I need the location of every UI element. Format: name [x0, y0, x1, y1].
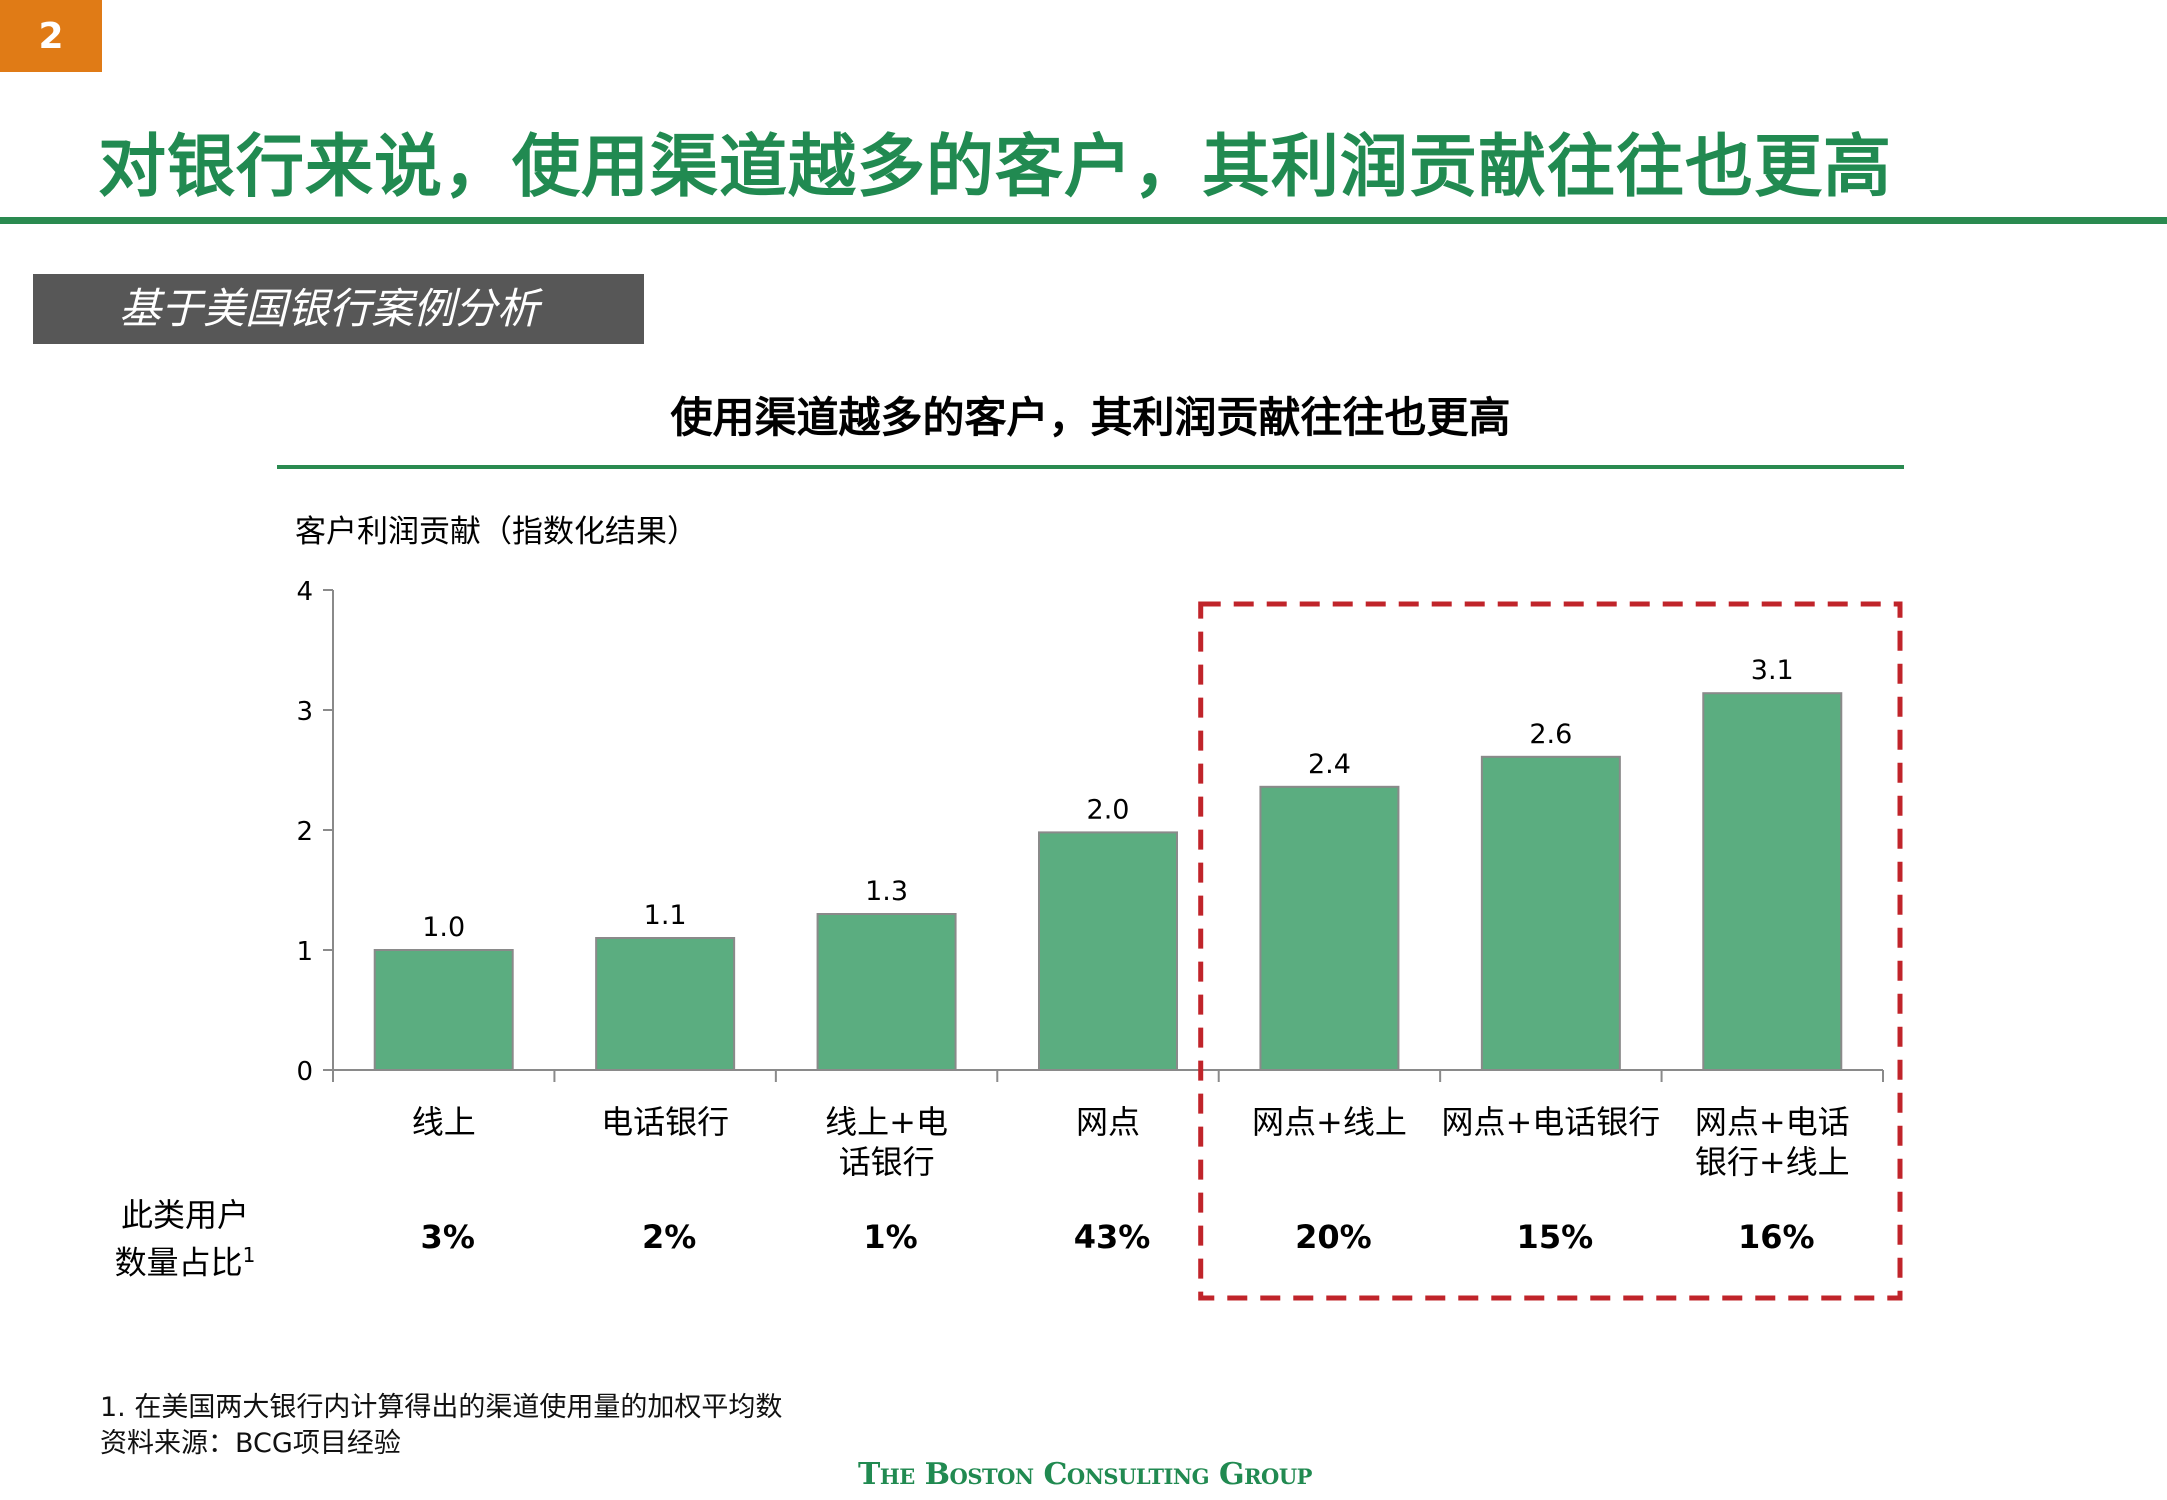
data-label: 2.0: [1087, 794, 1130, 825]
x-category-label: 网点+线上: [1252, 1103, 1407, 1141]
data-label: 1.1: [644, 900, 687, 931]
share-value: 15%: [1517, 1218, 1594, 1256]
slide-title: 对银行来说，使用渠道越多的客户，其利润贡献往往也更高: [98, 128, 1893, 207]
y-tick-label: 2: [296, 817, 313, 847]
y-tick-label: 0: [296, 1057, 313, 1087]
bar: [1702, 692, 1843, 1071]
bar: [1038, 831, 1178, 1072]
chart-title-divider: [277, 465, 1904, 469]
share-row-label-line1: 此类用户: [120, 1196, 249, 1234]
x-category-label: 网点+电话银行: [1441, 1103, 1660, 1141]
share-row-label-line2: 数量占比: [114, 1243, 243, 1282]
share-row-label: 此类用户 数量占比1: [95, 1195, 275, 1283]
source-note: 资料来源：BCG项目经验: [100, 1428, 401, 1459]
x-category-label: 网点: [1076, 1103, 1140, 1141]
data-label: 2.4: [1308, 749, 1351, 780]
data-label: 2.6: [1529, 719, 1572, 750]
footnotes: 1. 在美国两大银行内计算得出的渠道使用量的加权平均数 资料来源：BCG项目经验: [100, 1390, 1000, 1462]
title-divider: [0, 217, 2167, 224]
y-tick-label: 4: [296, 577, 313, 607]
data-label: 1.3: [865, 876, 908, 907]
x-category-label: 线上+电: [825, 1103, 948, 1141]
bar: [595, 937, 736, 1071]
data-label: 3.1: [1751, 655, 1794, 686]
share-value: 20%: [1295, 1218, 1372, 1256]
data-label: 1.0: [422, 912, 465, 943]
bar: [1259, 785, 1400, 1071]
section-tag: 基于美国银行案例分析: [33, 274, 644, 344]
footnote-marker: 1: [242, 1243, 256, 1267]
share-value: 3%: [421, 1218, 475, 1256]
share-value: 16%: [1738, 1218, 1815, 1256]
share-value: 1%: [863, 1218, 917, 1256]
footnote-1: 1. 在美国两大银行内计算得出的渠道使用量的加权平均数: [100, 1392, 783, 1423]
y-tick-label: 3: [296, 697, 313, 727]
chart-title: 使用渠道越多的客户，其利润贡献往往也更高: [670, 393, 1511, 442]
x-category-label: 线上: [412, 1103, 476, 1141]
page-number-badge: 2: [0, 0, 102, 72]
x-category-label: 银行+线上: [1695, 1143, 1850, 1181]
x-category-label: 网点+电话: [1695, 1103, 1850, 1141]
chart-bars: [373, 692, 1843, 1072]
x-category-label: 话银行: [839, 1143, 935, 1181]
chart-labels: 0 1 2 3 4 1.0 线上 3% 1.1 电话银行 2% 1.3 线上+电话银行 1% 2.0 网点 43…: [296, 577, 1849, 1256]
y-axis-label: 客户利润贡献（指数化结果）: [295, 514, 698, 550]
bcg-logo: The Boston Consulting Group: [858, 1457, 1312, 1492]
bar: [1480, 755, 1621, 1071]
share-value: 2%: [642, 1218, 696, 1256]
bar: [373, 949, 514, 1071]
share-value: 43%: [1074, 1218, 1151, 1256]
x-category-label: 电话银行: [601, 1103, 729, 1141]
y-tick-label: 1: [296, 937, 313, 967]
highlight-box: [1198, 601, 1903, 1301]
bar: [816, 913, 957, 1071]
